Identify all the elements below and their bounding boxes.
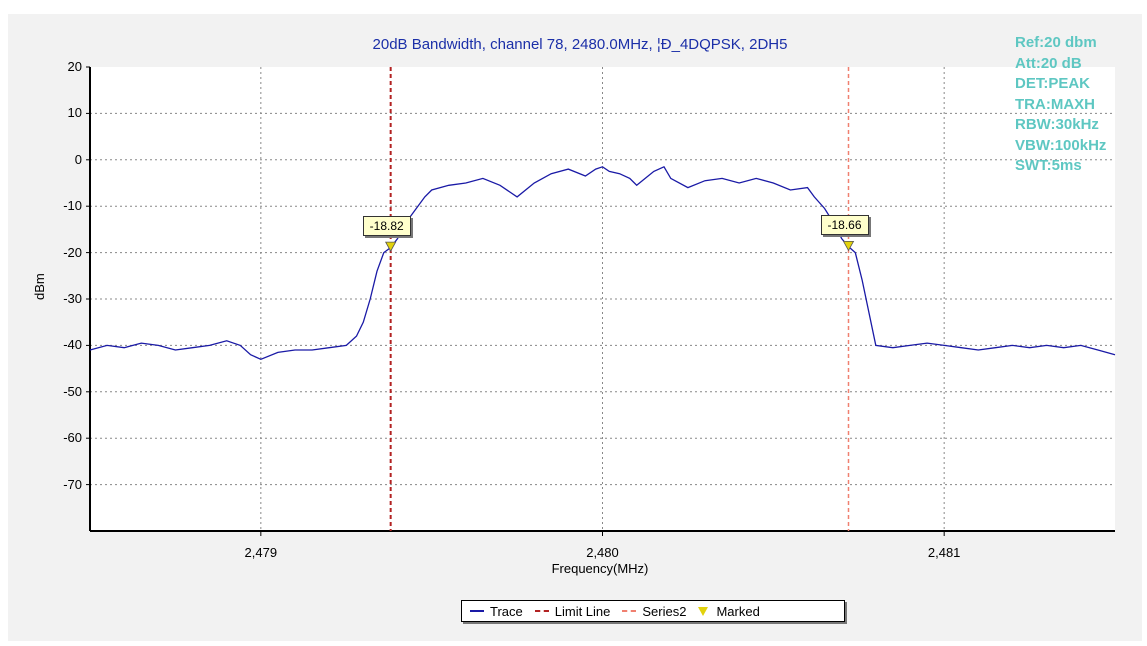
- legend-item-marked: Marked: [698, 603, 760, 619]
- setting-ref: Ref:20 dbm: [1015, 34, 1097, 51]
- x-tick-label: 2,481: [927, 545, 961, 560]
- legend-label-marked: Marked: [716, 603, 760, 619]
- y-tick-label: 0: [74, 151, 82, 167]
- legend-label-trace: Trace: [490, 603, 523, 619]
- legend-swatch-trace: [470, 610, 484, 612]
- setting-vbw: VBW:100kHz: [1015, 136, 1107, 154]
- y-tick-label: -70: [63, 476, 82, 492]
- y-tick-label: -10: [63, 198, 82, 214]
- legend: Trace Limit Line Series2 Marked: [461, 600, 845, 622]
- y-tick-label: -50: [63, 383, 82, 399]
- marker-1: [384, 241, 397, 252]
- y-tick-label: 10: [67, 105, 82, 121]
- y-tick-label: 20: [67, 59, 82, 74]
- setting-tra: TRA:MAXH: [1015, 95, 1095, 113]
- marker-triangle-icon: [698, 606, 709, 616]
- legend-label-series2: Series2: [642, 603, 687, 619]
- x-axis-label: Frequency(MHz): [551, 561, 649, 576]
- instrument-settings: Ref:20 dbm Att:20 dB DET:PEAK TRA:MAXH R…: [1015, 33, 1106, 177]
- trace-line: [89, 165, 1116, 361]
- y-tick-label: -40: [63, 337, 82, 353]
- marker-label-2: -18.66: [820, 215, 869, 236]
- marker-2: [842, 240, 855, 252]
- x-tick-label: 2,480: [586, 545, 619, 560]
- legend-label-limit-line: Limit Line: [554, 603, 611, 619]
- y-tick-label: -20: [63, 244, 82, 260]
- legend-swatch-limit-line: [534, 610, 549, 612]
- y-tick-label: -60: [63, 430, 82, 446]
- y-tick-label: -30: [63, 291, 82, 306]
- x-tick-label: 2,479: [244, 545, 278, 560]
- legend-swatch-series2: [622, 610, 637, 612]
- setting-rbw: RBW:30kHz: [1015, 116, 1099, 133]
- setting-att: Att:20 dB: [1015, 54, 1082, 72]
- setting-det: DET:PEAK: [1015, 75, 1091, 92]
- setting-swt: SWT:5ms: [1015, 157, 1082, 174]
- legend-item-limit-line: Limit Line: [534, 603, 611, 619]
- legend-item-trace: Trace: [470, 604, 523, 619]
- marker-label-1: -18.82: [362, 216, 411, 237]
- legend-item-series2: Series2: [622, 604, 686, 619]
- chart-title: 20dB Bandwidth, channel 78, 2480.0MHz, ¦…: [372, 36, 788, 53]
